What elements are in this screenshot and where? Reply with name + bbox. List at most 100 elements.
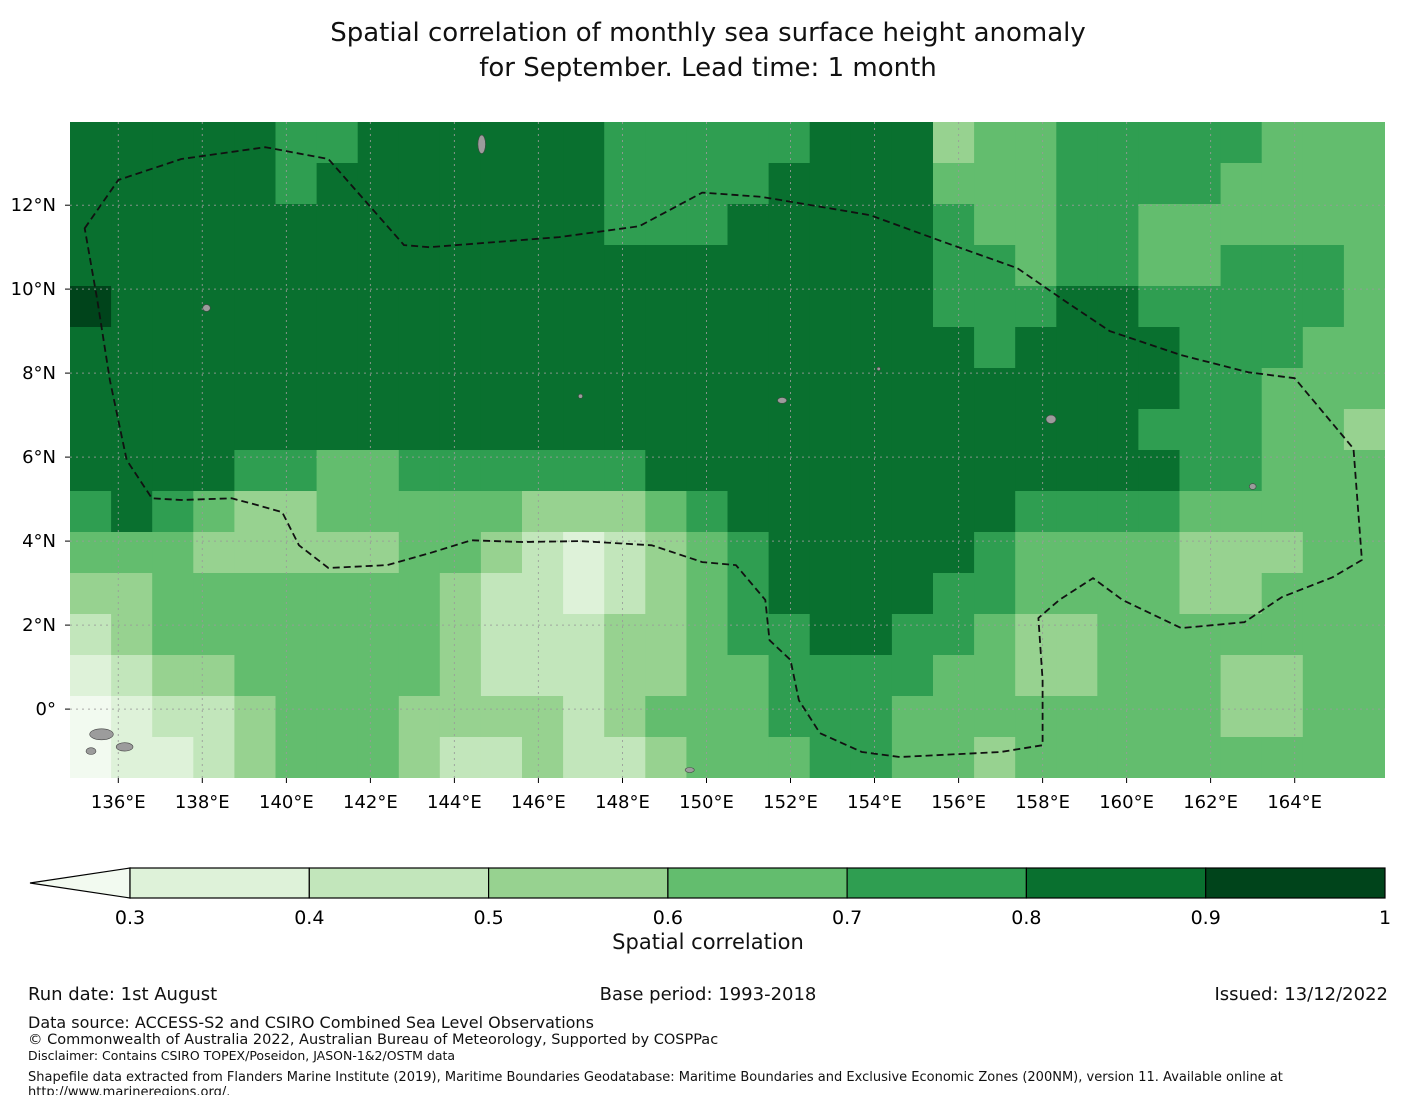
- heat-cell: [111, 245, 153, 287]
- heat-cell: [933, 737, 975, 778]
- heat-cell: [1343, 573, 1385, 615]
- heat-cell: [152, 327, 195, 369]
- heat-cell: [1056, 286, 1099, 328]
- heat-cell: [1056, 737, 1099, 778]
- heat-cell: [1220, 491, 1263, 533]
- x-tick-label: 146°E: [511, 792, 566, 813]
- heat-cell: [1015, 614, 1058, 656]
- heat-cell: [891, 737, 934, 778]
- heat-cell: [439, 163, 482, 205]
- heat-cell: [480, 122, 523, 164]
- heat-cell: [111, 327, 153, 369]
- heat-cell: [522, 245, 564, 287]
- heat-cell: [193, 122, 236, 164]
- heat-cell: [604, 122, 647, 164]
- heat-cell: [850, 163, 893, 205]
- heat-cell: [686, 491, 729, 533]
- heat-cell: [1097, 327, 1140, 369]
- heat-cell: [686, 368, 729, 410]
- heat-cell: [111, 696, 153, 738]
- heat-cell: [234, 491, 277, 533]
- heat-cell: [1138, 204, 1181, 246]
- heat-cell: [439, 737, 482, 778]
- heat-cell: [522, 491, 564, 533]
- heat-cell: [727, 327, 770, 369]
- heat-cell: [891, 614, 934, 656]
- heat-cell: [686, 696, 729, 738]
- heat-cell: [809, 450, 852, 492]
- heat-cell: [686, 204, 729, 246]
- heat-cell: [727, 122, 770, 164]
- heat-cell: [193, 655, 236, 697]
- heat-cell: [686, 655, 729, 697]
- heat-cell: [398, 204, 441, 246]
- heat-cell: [850, 655, 893, 697]
- island-shape: [578, 393, 583, 399]
- heat-cell: [850, 327, 893, 369]
- heat-cell: [974, 532, 1016, 574]
- heat-cell: [316, 696, 359, 738]
- heat-cell: [111, 204, 153, 246]
- heat-cell: [193, 491, 236, 533]
- heat-cell: [850, 122, 893, 164]
- heat-cell: [974, 491, 1016, 533]
- heat-cell: [1015, 245, 1058, 287]
- heat-cell: [850, 491, 893, 533]
- x-tick-label: 162°E: [1183, 792, 1238, 813]
- heat-cell: [974, 122, 1016, 164]
- heat-cell: [686, 409, 729, 451]
- heat-cell: [604, 655, 647, 697]
- y-tick-label: 10°N: [11, 279, 56, 300]
- heat-cell: [1015, 368, 1058, 410]
- heat-cell: [316, 614, 359, 656]
- copyright-text: © Commonwealth of Australia 2022, Austra…: [28, 1032, 719, 1048]
- heat-cell: [1220, 614, 1263, 656]
- heat-cell: [1302, 204, 1345, 246]
- heat-cell: [70, 491, 112, 533]
- heat-cell: [316, 368, 359, 410]
- heat-cell: [152, 286, 195, 328]
- heat-cell: [1179, 286, 1222, 328]
- heat-cell: [439, 327, 482, 369]
- heat-cell: [727, 368, 770, 410]
- heat-cell: [70, 409, 112, 451]
- heat-cell: [933, 122, 975, 164]
- heat-cell: [686, 327, 729, 369]
- heat-cell: [645, 573, 688, 615]
- x-tick-label: 142°E: [343, 792, 398, 813]
- heat-cell: [193, 368, 236, 410]
- heat-cell: [563, 245, 605, 287]
- heat-cell: [645, 327, 688, 369]
- heat-cell: [1015, 327, 1058, 369]
- x-tick-label: 150°E: [679, 792, 734, 813]
- heat-cell: [152, 491, 195, 533]
- heat-cell: [1179, 491, 1222, 533]
- heat-cell: [727, 696, 770, 738]
- heat-cell: [1138, 532, 1181, 574]
- heat-cell: [234, 696, 277, 738]
- heat-cell: [398, 409, 441, 451]
- heat-cell: [1261, 163, 1304, 205]
- heat-cell: [686, 614, 729, 656]
- x-tick-label: 160°E: [1099, 792, 1154, 813]
- colorbar-tick-label: 0.4: [294, 907, 324, 929]
- heat-cell: [357, 409, 400, 451]
- heat-cell: [809, 245, 852, 287]
- heat-cell: [809, 655, 852, 697]
- heat-cell: [193, 573, 236, 615]
- heat-cell: [1343, 204, 1385, 246]
- heat-cell: [1261, 450, 1304, 492]
- heat-cell: [1179, 655, 1222, 697]
- heat-cell: [809, 163, 852, 205]
- colorbar-tick-label: 0.7: [832, 907, 862, 929]
- heat-cell: [1261, 204, 1304, 246]
- heat-cell: [1138, 409, 1181, 451]
- heat-cell: [111, 122, 153, 164]
- x-tick-label: 136°E: [91, 792, 146, 813]
- heat-cell: [275, 286, 318, 328]
- heat-cell: [1261, 245, 1304, 287]
- heat-cell: [398, 368, 441, 410]
- base-period-text: Base period: 1993-2018: [599, 984, 817, 1005]
- heat-cell: [1097, 532, 1140, 574]
- heat-cell: [1220, 573, 1263, 615]
